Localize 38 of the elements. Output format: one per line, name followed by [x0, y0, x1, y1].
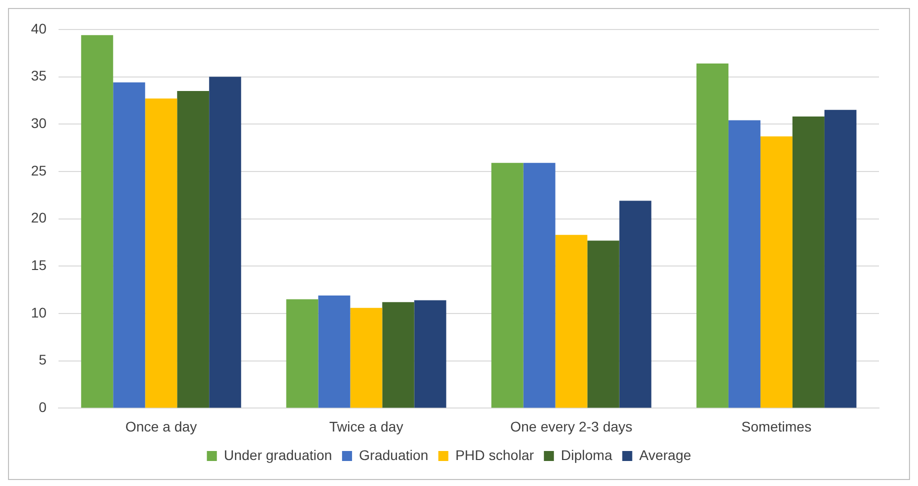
bar: [523, 162, 556, 408]
x-tick-label: Once a day: [125, 418, 197, 434]
bar: [728, 120, 760, 408]
bar: [350, 308, 382, 408]
y-tick-label: 5: [38, 352, 47, 368]
bar: [792, 116, 824, 408]
bar: [555, 234, 588, 408]
legend-label: Under graduation: [224, 446, 332, 463]
bar: [414, 300, 446, 408]
legend-label: Average: [639, 446, 692, 463]
bar: [81, 35, 114, 408]
legend-label: PHD scholar: [455, 446, 534, 463]
y-tick-label: 0: [38, 399, 47, 416]
bar: [619, 200, 652, 408]
x-tick-label: One every 2-3 days: [510, 418, 632, 434]
bar: [113, 82, 146, 408]
y-tick-label: 20: [30, 210, 47, 226]
bar: [760, 136, 792, 408]
bar: [587, 240, 620, 408]
bar: [177, 90, 210, 408]
x-tick-label: Sometimes: [741, 418, 812, 434]
bar: [824, 110, 856, 408]
legend-label: Diploma: [560, 446, 612, 463]
bar: [286, 299, 318, 408]
x-tick-label: Twice a day: [329, 418, 404, 434]
y-tick-label: 15: [30, 257, 47, 274]
bar: [382, 302, 414, 408]
bar: [696, 63, 728, 408]
bar: [318, 296, 350, 408]
y-tick-label: 30: [30, 114, 47, 131]
bar: [209, 76, 242, 408]
y-tick-label: 35: [30, 68, 47, 84]
bar: [145, 98, 178, 408]
legend-label: Graduation: [359, 446, 428, 463]
y-tick-label: 40: [30, 20, 47, 36]
bar: [491, 162, 524, 408]
y-tick-label: 25: [30, 162, 47, 178]
y-tick-label: 10: [30, 304, 47, 320]
